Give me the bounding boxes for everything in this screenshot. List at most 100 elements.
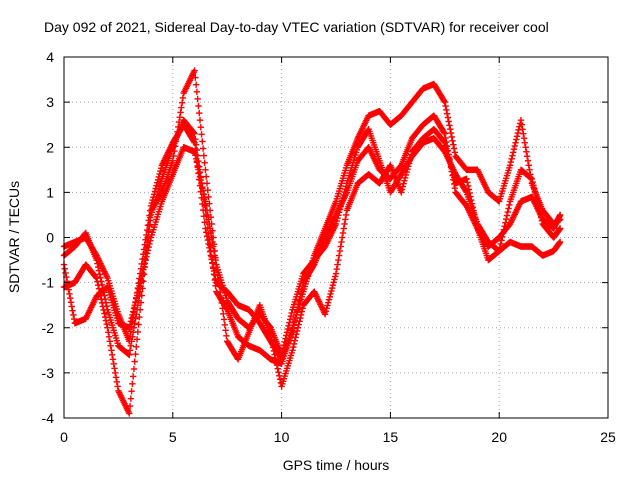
data-point [209,238,216,246]
data-point [447,126,454,133]
data-point [290,321,298,329]
data-point [287,312,295,320]
data-point [210,243,217,250]
data-point [129,373,137,380]
data-point [405,163,412,170]
data-point [465,186,473,193]
data-point [193,157,201,165]
data-point [335,256,342,264]
data-point [198,131,205,138]
data-point [513,133,521,140]
data-point [126,347,134,354]
data-point [509,149,517,156]
data-point [556,238,564,246]
data-point [101,310,108,317]
data-point [286,319,293,326]
data-point [195,102,202,110]
data-point [201,159,208,166]
data-point [330,279,337,286]
data-point [290,343,297,351]
data-point [66,290,73,298]
data-point [447,129,455,137]
data-point [284,325,292,333]
data-point [299,282,306,290]
data-point [211,271,218,279]
data-point [208,234,215,241]
data-point [129,380,136,388]
data-point [448,168,455,175]
data-point [210,263,217,271]
data-point [171,147,178,155]
data-point [108,347,115,354]
data-point [443,143,451,150]
data-points [60,67,564,417]
data-point [220,310,227,318]
data-point [193,88,201,96]
data-point [333,265,340,273]
data-point [137,265,145,272]
data-point [291,337,299,344]
data-point [148,199,156,207]
data-point [468,196,475,204]
data-point [178,99,186,106]
data-point [191,148,198,155]
data-point [206,248,214,255]
data-point [133,343,140,350]
data-point [150,194,157,201]
data-point [131,304,138,311]
data-point [506,162,514,169]
data-point [335,252,343,259]
data-point [190,138,197,145]
data-point [273,361,281,369]
data-point [296,297,303,304]
data-point [144,247,152,254]
data-point [469,204,476,211]
data-point [522,144,529,151]
data-point [463,175,470,183]
y-tick-label: 1 [46,184,54,200]
data-point [289,329,296,336]
data-point [94,282,102,289]
axis-ticks: 0 5 10 15 20 25 -4 -3 -2 -1 0 1 2 3 4 [42,49,616,445]
data-point [176,114,183,121]
data-point [321,311,329,318]
data-point [130,365,138,373]
data-point [201,219,208,226]
data-point [126,402,134,410]
data-point [206,220,213,228]
data-point [200,213,208,220]
data-point [288,309,295,317]
data-point [556,225,564,232]
data-point [205,193,212,201]
data-point [325,299,332,306]
data-point [407,154,414,161]
data-point [139,255,146,263]
chart-title: Day 092 of 2021, Sidereal Day-to-day VTE… [44,19,549,35]
data-point [192,151,200,159]
y-tick-label: -2 [42,320,55,336]
data-point [191,67,198,74]
data-point [450,180,458,188]
data-point [105,329,112,336]
data-point [64,282,72,289]
data-point [67,294,74,302]
data-point [509,152,516,159]
data-point [94,278,101,285]
data-point [150,191,158,198]
data-point [131,358,138,365]
y-tick-label: 3 [46,94,54,110]
data-point [297,290,305,297]
data-point [203,173,210,180]
data-point [289,347,296,354]
data-point [217,294,225,301]
data-point [144,222,152,229]
data-point [556,211,564,219]
data-point [442,134,449,142]
data-point [143,226,151,234]
data-point [286,316,294,323]
data-point [450,145,458,152]
data-point [221,321,229,329]
data-point [96,271,103,278]
data-point [112,369,119,377]
data-point [135,321,142,328]
